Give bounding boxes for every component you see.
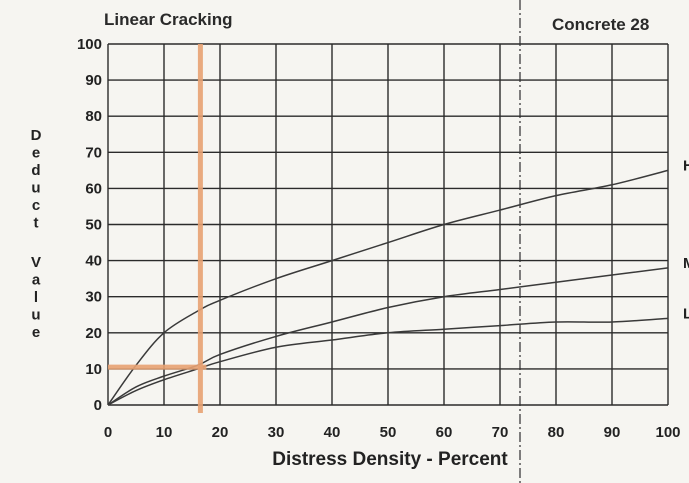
y-tick-label: 100 (77, 36, 102, 53)
y-tick-label: 20 (85, 325, 102, 342)
y-tick-label: 10 (85, 361, 102, 378)
tick-labels: 0 10 20 30 40 50 60 70 80 90 100 0 10 20 30 40 50 60 70 80 9… (77, 36, 681, 441)
x-tick-label: 60 (436, 424, 453, 441)
y-axis-label-char: c (32, 197, 40, 214)
x-tick-label: 30 (268, 424, 285, 441)
x-tick-label: 10 (156, 424, 173, 441)
y-tick-label: 80 (85, 108, 102, 125)
y-axis-label-char: d (31, 162, 40, 179)
severity-label-M: M (683, 255, 689, 272)
y-tick-label: 0 (94, 397, 102, 414)
x-tick-label: 50 (380, 424, 397, 441)
y-tick-label: 40 (85, 253, 102, 270)
y-tick-label: 60 (85, 180, 102, 197)
y-axis-label-char: e (32, 145, 40, 162)
y-axis-label-char: t (34, 215, 39, 232)
x-tick-label: 90 (604, 424, 621, 441)
series-line-L (107, 317, 669, 406)
y-axis-label-char: u (31, 180, 40, 197)
severity-labels: H M L (683, 157, 689, 322)
y-tick-label: 50 (85, 217, 102, 234)
x-tick-label: 20 (212, 424, 229, 441)
y-tick-label: 90 (85, 72, 102, 89)
series-line-H (107, 169, 669, 406)
x-tick-label: 0 (104, 424, 112, 441)
y-axis-label-char: l (34, 289, 38, 306)
reading-annotation (108, 44, 207, 413)
grid (107, 43, 669, 406)
y-axis-label-char: a (32, 272, 41, 289)
x-tick-label: 40 (324, 424, 341, 441)
chart-subtitle: Concrete 28 (552, 15, 649, 34)
chart-title: Linear Cracking (104, 10, 233, 29)
y-axis-label-char: e (32, 324, 40, 341)
y-axis-label-char: V (31, 254, 41, 271)
y-tick-label: 70 (85, 144, 102, 161)
x-tick-label: 80 (548, 424, 565, 441)
y-tick-label: 30 (85, 289, 102, 306)
curves (107, 169, 669, 406)
series-line-M (107, 267, 669, 406)
y-axis-label-char: D (31, 127, 42, 144)
y-axis-label-char: u (31, 307, 40, 324)
severity-label-H: H (683, 157, 689, 174)
x-axis-label: Distress Density - Percent (272, 449, 508, 470)
severity-label-L: L (683, 305, 689, 322)
x-tick-label: 100 (655, 424, 680, 441)
x-tick-label: 70 (492, 424, 509, 441)
